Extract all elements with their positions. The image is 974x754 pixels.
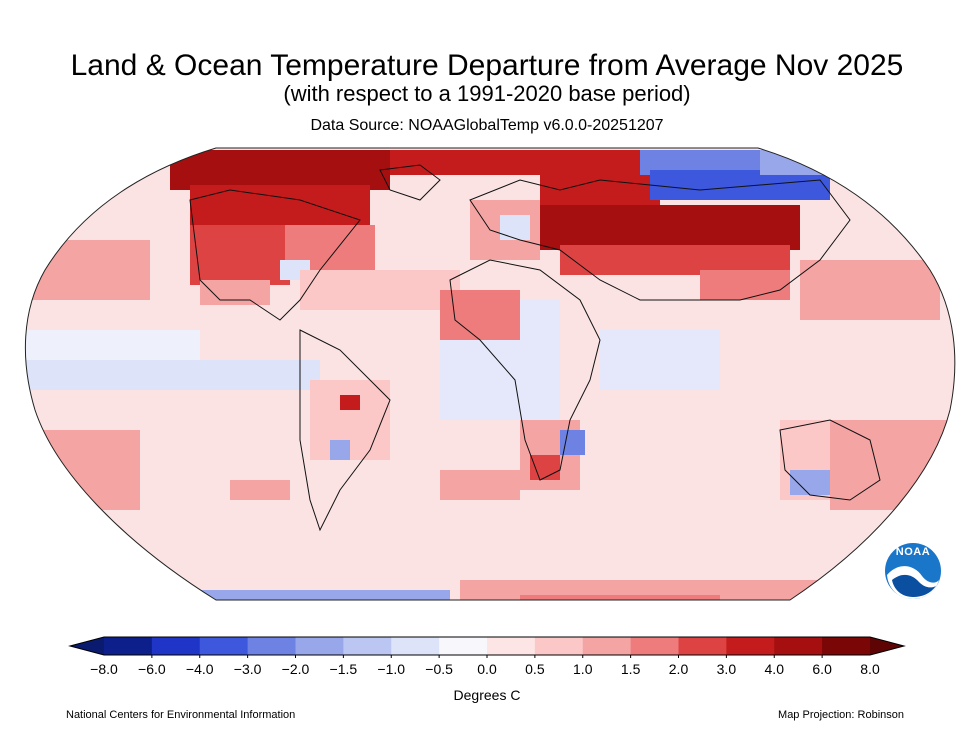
data-source: Data Source: NOAAGlobalTemp v6.0.0-20251… (310, 117, 664, 134)
colorbar-tick-label: 3.0 (716, 661, 737, 677)
noaa-logo-text: NOAA (895, 546, 931, 558)
colorbar-swatch (534, 637, 584, 655)
colorbar-tick-label: 2.0 (668, 661, 689, 677)
colorbar-swatch (582, 637, 632, 655)
colorbar-tick-label: −6.0 (138, 661, 166, 677)
colorbar-swatch (343, 637, 392, 655)
colorbar-swatch (726, 637, 775, 655)
colorbar-swatch (151, 637, 201, 655)
colorbar-tick-label: −8.0 (90, 661, 118, 677)
map-subtitle: (with respect to a 1991-2020 base period… (283, 81, 691, 106)
colorbar-tick-label: −1.5 (329, 661, 358, 677)
colorbar (68, 636, 906, 658)
colorbar-swatch (774, 637, 823, 655)
colorbar-tick-label: −2.0 (281, 661, 310, 677)
colorbar-swatch (822, 637, 871, 655)
colorbar-tick-label: −3.0 (233, 661, 262, 677)
colorbar-tick-label: 6.0 (812, 661, 832, 677)
colorbar-swatch (678, 637, 727, 655)
footer-credit: National Centers for Environmental Infor… (66, 709, 296, 721)
colorbar-swatch (295, 637, 344, 655)
map-title: Land & Ocean Temperature Departure from … (70, 49, 904, 82)
colorbar-tick-label: −1.0 (377, 661, 406, 677)
colorbar-tick-label: 0.5 (525, 661, 545, 677)
colorbar-swatch (247, 637, 296, 655)
footer-projection: Map Projection: Robinson (778, 709, 904, 721)
colorbar-swatch (439, 637, 488, 655)
colorbar-swatch (391, 637, 440, 655)
anomaly-map (24, 147, 956, 601)
colorbar-tick-label: 1.5 (620, 661, 641, 677)
colorbar-tick-label: 0.0 (477, 661, 497, 677)
colorbar-tick-label: 4.0 (764, 661, 784, 677)
colorbar-tick-label: −0.5 (425, 661, 453, 677)
noaa-logo-icon (885, 543, 941, 599)
colorbar-tick-label: 8.0 (860, 661, 880, 677)
colorbar-swatch (487, 637, 536, 655)
units-label: Degrees C (453, 687, 521, 703)
colorbar-tick-label: −4.0 (185, 661, 214, 677)
colorbar-tick-label: 1.0 (573, 661, 593, 677)
map-outline (24, 147, 956, 601)
colorbar-swatch (104, 637, 153, 655)
colorbar-high-arrow (870, 637, 904, 655)
colorbar-swatch (199, 637, 249, 655)
colorbar-low-arrow (70, 637, 104, 655)
colorbar-swatch (630, 637, 679, 655)
